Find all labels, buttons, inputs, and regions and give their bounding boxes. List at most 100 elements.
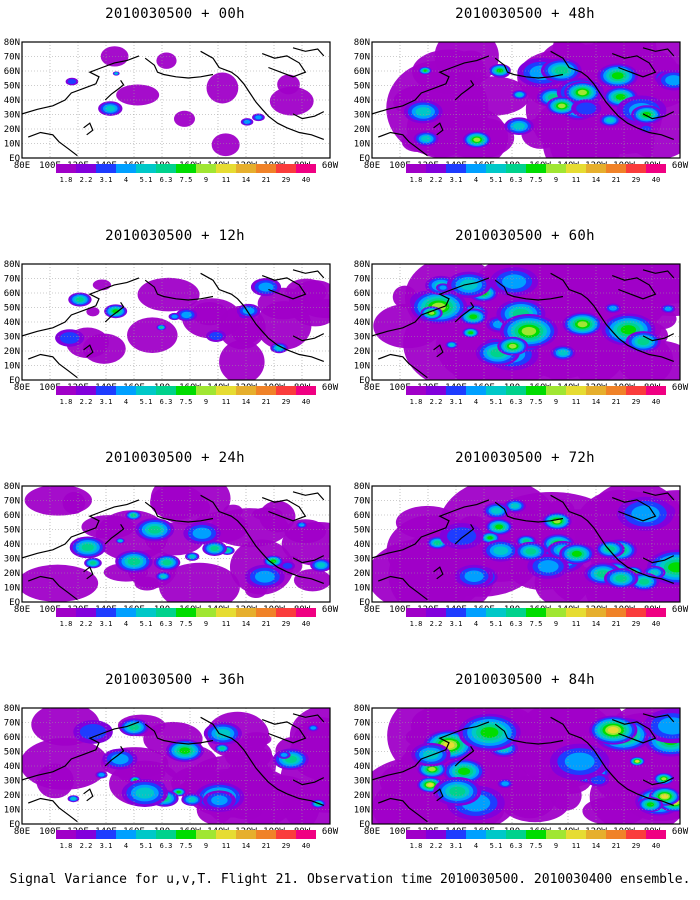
colorbar-swatch xyxy=(176,164,196,173)
lat-tick-label: 60N xyxy=(4,511,20,521)
lon-tick-label: 100E xyxy=(389,827,411,837)
lat-tick-label: 70N xyxy=(4,275,20,285)
lat-tick-label: 60N xyxy=(4,733,20,743)
lon-tick-label: 100E xyxy=(39,383,61,393)
lon-tick-label: 80E xyxy=(364,383,380,393)
colorbar-swatch xyxy=(236,830,256,839)
variance-shading xyxy=(386,42,680,158)
lat-tick-label: 80N xyxy=(354,260,370,270)
colorbar-label: 2.2 xyxy=(430,398,443,406)
colorbar-label: 14 xyxy=(242,398,250,406)
map-panel: 2010030500 + 36h EQ 10N 20N 30N 40N 50N 60N 70N 8… xyxy=(0,666,350,888)
lon-tick-label: 60W xyxy=(672,383,689,393)
map-plot: EQ10N20N30N40N50N60N70N80N80E100E120E140… xyxy=(4,38,339,184)
colorbar-swatch xyxy=(406,164,426,173)
lat-tick-label: 20N xyxy=(354,125,370,135)
colorbar-label: 6.3 xyxy=(510,842,523,850)
lat-tick-label: 60N xyxy=(354,67,370,77)
colorbar-label: 4 xyxy=(474,398,478,406)
colorbar-swatch xyxy=(96,830,116,839)
colorbar-swatch xyxy=(506,608,526,617)
colorbar-swatch xyxy=(466,164,486,173)
colorbar-label: 7.5 xyxy=(530,620,543,628)
colorbar-label: 6.3 xyxy=(510,620,523,628)
colorbar-swatch xyxy=(426,386,446,395)
colorbar-swatch xyxy=(216,164,236,173)
colorbar-swatch xyxy=(586,608,606,617)
lat-tick-label: EQ xyxy=(9,154,20,164)
map-panel: 2010030500 + 00h EQ 10N 20N 30N 40N 50N 60N 70N 8… xyxy=(0,0,350,222)
colorbar-label: 9 xyxy=(554,842,558,850)
panel-title: 2010030500 + 00h xyxy=(105,6,245,22)
lat-tick-label: 30N xyxy=(354,111,370,121)
lon-tick-label: 80E xyxy=(364,605,380,615)
lon-tick-label: 100E xyxy=(389,161,411,171)
lat-tick-label: 10N xyxy=(4,806,20,816)
colorbar-swatch xyxy=(236,386,256,395)
lat-tick-label: 70N xyxy=(4,53,20,63)
panel-title: 2010030500 + 24h xyxy=(105,450,245,466)
map-grid xyxy=(22,264,330,380)
lat-tick-label: 60N xyxy=(4,67,20,77)
colorbar-label: 7.5 xyxy=(530,842,543,850)
colorbar-swatch xyxy=(626,164,646,173)
colorbar-swatch xyxy=(236,608,256,617)
map-grid xyxy=(372,486,680,602)
lat-tick-label: EQ xyxy=(359,376,370,386)
colorbar-swatch xyxy=(76,386,96,395)
colorbar-label: 6.3 xyxy=(160,620,173,628)
colorbar: 1.8 2.2 3.1 4 5.1 6.3 7.5 9 11 14 21 29 40 xyxy=(406,164,666,184)
colorbar-label: 29 xyxy=(632,176,640,184)
colorbar-label: 9 xyxy=(204,620,208,628)
colorbar-label: 4 xyxy=(124,842,128,850)
panel-title: 2010030500 + 12h xyxy=(105,228,245,244)
colorbar-label: 6.3 xyxy=(160,398,173,406)
colorbar-swatch xyxy=(586,386,606,395)
lat-tick-label: 40N xyxy=(354,762,370,772)
colorbar-label: 9 xyxy=(204,398,208,406)
colorbar-label: 5.1 xyxy=(490,842,503,850)
colorbar-swatch xyxy=(96,386,116,395)
colorbar-swatch xyxy=(566,608,586,617)
colorbar: 1.8 2.2 3.1 4 5.1 6.3 7.5 9 11 14 21 29 40 xyxy=(56,608,316,628)
coastlines xyxy=(372,269,675,379)
colorbar-swatch xyxy=(526,386,546,395)
colorbar-label: 3.1 xyxy=(450,842,463,850)
colorbar-label: 5.1 xyxy=(490,620,503,628)
colorbar-label: 21 xyxy=(262,842,270,850)
lat-tick-label: 70N xyxy=(4,497,20,507)
map-panel: 2010030500 + 60h EQ 10N 20N 30N 40N 50N 60N 70N 8… xyxy=(350,222,700,444)
colorbar-label: 11 xyxy=(572,620,580,628)
colorbar-swatch xyxy=(56,386,76,395)
colorbar-label: 21 xyxy=(612,620,620,628)
lat-tick-label: 10N xyxy=(4,584,20,594)
colorbar-label: 14 xyxy=(592,842,600,850)
lat-tick-label: 20N xyxy=(354,791,370,801)
colorbar-label: 29 xyxy=(632,620,640,628)
lat-tick-label: EQ xyxy=(359,598,370,608)
figure-caption: Signal Variance for u,v,T. Flight 21. Ob… xyxy=(9,872,691,887)
colorbar-swatch xyxy=(546,164,566,173)
colorbar: 1.8 2.2 3.1 4 5.1 6.3 7.5 9 11 14 21 29 40 xyxy=(56,386,316,406)
colorbar-swatch xyxy=(406,608,426,617)
colorbar-swatch xyxy=(196,164,216,173)
lon-tick-label: 60W xyxy=(672,161,689,171)
colorbar-swatch xyxy=(506,164,526,173)
lon-tick-label: 100E xyxy=(39,827,61,837)
coastlines xyxy=(22,47,325,157)
colorbar-swatch xyxy=(76,164,96,173)
lat-tick-label: 70N xyxy=(4,719,20,729)
colorbar-label: 40 xyxy=(302,398,310,406)
lat-tick-label: EQ xyxy=(359,154,370,164)
colorbar-swatch xyxy=(546,608,566,617)
colorbar-label: 3.1 xyxy=(450,620,463,628)
colorbar-swatch xyxy=(196,386,216,395)
colorbar-swatch xyxy=(136,164,156,173)
coastlines xyxy=(22,269,325,379)
colorbar-swatch xyxy=(116,830,136,839)
lat-tick-label: 40N xyxy=(4,96,20,106)
colorbar-label: 1.8 xyxy=(410,842,423,850)
colorbar-label: 14 xyxy=(592,176,600,184)
colorbar-swatch xyxy=(586,164,606,173)
lat-tick-label: 70N xyxy=(354,275,370,285)
